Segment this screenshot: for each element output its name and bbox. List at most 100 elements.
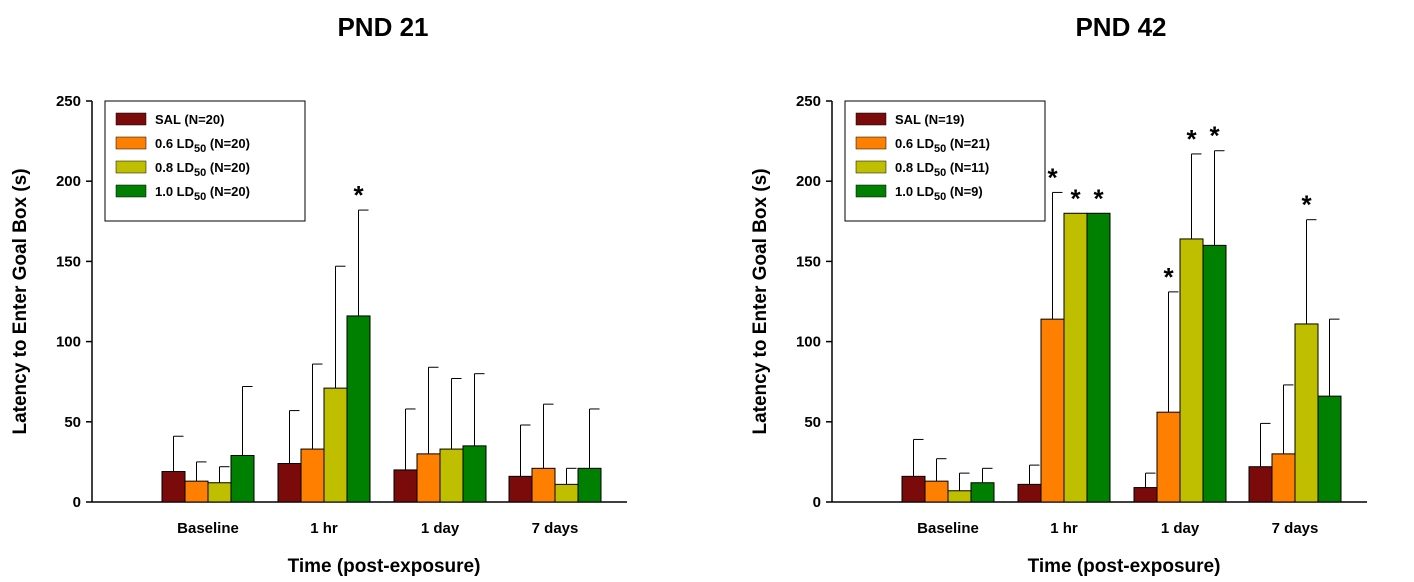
bar bbox=[1063, 212, 1088, 503]
significance-star: * bbox=[353, 180, 364, 210]
x-tick-label: 7 days bbox=[1272, 520, 1319, 537]
y-tick-label: 0 bbox=[73, 494, 81, 511]
legend-swatch bbox=[115, 136, 147, 150]
bar bbox=[1133, 487, 1158, 503]
bar bbox=[508, 475, 533, 503]
legend-label-main: SAL (N=20) bbox=[155, 112, 224, 127]
bar bbox=[901, 475, 926, 503]
bar bbox=[1086, 212, 1111, 503]
y-tick-label: 150 bbox=[796, 253, 821, 270]
legend-label-sub: 50 bbox=[934, 191, 946, 203]
significance-star: * bbox=[1209, 121, 1220, 151]
legend-label-sub: 50 bbox=[194, 167, 206, 179]
legend-label-tail: (N=11) bbox=[946, 160, 989, 175]
bar bbox=[531, 467, 556, 503]
x-tick-label: 7 days bbox=[532, 520, 579, 537]
y-tick-label: 100 bbox=[56, 334, 81, 351]
legend-label-sub: 50 bbox=[934, 167, 946, 179]
bar bbox=[1271, 453, 1296, 503]
bar bbox=[1294, 323, 1319, 503]
legend-label-tail: (N=20) bbox=[206, 184, 250, 199]
significance-star: * bbox=[1301, 190, 1312, 220]
bar bbox=[1017, 483, 1042, 503]
legend-label-main: 0.6 LD bbox=[895, 136, 934, 151]
bar bbox=[924, 480, 949, 503]
y-tick-label: 200 bbox=[796, 173, 821, 190]
bar bbox=[277, 463, 302, 503]
bar bbox=[393, 469, 418, 503]
y-tick-label: 250 bbox=[796, 93, 821, 110]
significance-star: * bbox=[1047, 162, 1058, 192]
x-tick-label: Baseline bbox=[917, 520, 979, 537]
legend-label-sub: 50 bbox=[194, 143, 206, 155]
bar bbox=[947, 490, 972, 503]
x-tick-label: 1 day bbox=[421, 520, 460, 537]
legend-entry: 1.0 LD50 (N=20) bbox=[155, 184, 250, 203]
x-axis-label: Time (post-exposure) bbox=[1028, 556, 1221, 577]
bar bbox=[1156, 411, 1181, 503]
legend-label-sub: 50 bbox=[194, 191, 206, 203]
legend-label-tail: (N=9) bbox=[946, 184, 982, 199]
chart-title: PND 21 bbox=[337, 12, 428, 42]
legend-entry: 0.6 LD50 (N=21) bbox=[895, 136, 990, 155]
bar bbox=[184, 480, 209, 503]
legend-label-main: SAL (N=19) bbox=[895, 112, 964, 127]
legend-swatch bbox=[855, 184, 887, 198]
legend-swatch bbox=[855, 112, 887, 126]
y-tick-label: 200 bbox=[56, 173, 81, 190]
significance-star: * bbox=[1093, 183, 1104, 213]
bar bbox=[161, 471, 186, 503]
bar bbox=[1202, 244, 1227, 503]
legend-entry: 0.6 LD50 (N=20) bbox=[155, 136, 250, 155]
bar bbox=[970, 482, 995, 503]
bar bbox=[207, 482, 232, 503]
legend-label-main: 0.6 LD bbox=[155, 136, 194, 151]
significance-star: * bbox=[1186, 124, 1197, 154]
x-tick-label: 1 day bbox=[1161, 520, 1200, 537]
legend-swatch bbox=[855, 160, 887, 174]
bar bbox=[323, 387, 348, 503]
y-tick-label: 100 bbox=[796, 334, 821, 351]
chart-panel-1: PND 21 0 50 100 150 200 250 Latency to Enter Go… bbox=[10, 12, 627, 577]
x-axis-label: Time (post-exposure) bbox=[288, 556, 481, 577]
bar bbox=[462, 445, 487, 503]
bar bbox=[1179, 238, 1204, 503]
legend-swatch bbox=[115, 160, 147, 174]
legend-label-sub: 50 bbox=[934, 143, 946, 155]
legend-swatch bbox=[115, 112, 147, 126]
legend-entry: 0.8 LD50 (N=11) bbox=[895, 160, 989, 179]
bar bbox=[230, 454, 255, 503]
x-tick-label: 1 hr bbox=[310, 520, 338, 537]
y-axis-label: Latency to Enter Goal Box (s) bbox=[750, 168, 771, 434]
chart-panel-2: PND 42 0 50 100 150 200 250 Latency to Enter Go… bbox=[750, 12, 1367, 577]
legend-entry: 0.8 LD50 (N=20) bbox=[155, 160, 250, 179]
y-tick-label: 0 bbox=[813, 494, 821, 511]
bar bbox=[416, 453, 441, 503]
legend-label-tail: (N=20) bbox=[206, 160, 250, 175]
legend-label-main: 1.0 LD bbox=[155, 184, 194, 199]
bar bbox=[1040, 318, 1065, 503]
chart-title: PND 42 bbox=[1075, 12, 1166, 42]
legend-label-main: 0.8 LD bbox=[895, 160, 934, 175]
significance-star: * bbox=[1070, 183, 1081, 213]
legend-label-main: 1.0 LD bbox=[895, 184, 934, 199]
bar bbox=[1317, 395, 1342, 503]
bar bbox=[554, 483, 579, 503]
y-tick-label: 50 bbox=[64, 414, 81, 431]
bar bbox=[300, 448, 325, 503]
legend-label-main: 0.8 LD bbox=[155, 160, 194, 175]
legend-swatch bbox=[855, 136, 887, 150]
legend-entry: SAL (N=19) bbox=[895, 112, 964, 127]
bar bbox=[346, 315, 371, 503]
significance-star: * bbox=[1163, 262, 1174, 292]
legend-label-tail: (N=21) bbox=[946, 136, 990, 151]
legend-swatch bbox=[115, 184, 147, 198]
bar bbox=[577, 467, 602, 503]
legend-label-tail: (N=20) bbox=[206, 136, 250, 151]
bar bbox=[439, 448, 464, 503]
y-tick-label: 150 bbox=[56, 253, 81, 270]
legend-entry: SAL (N=20) bbox=[155, 112, 224, 127]
y-axis-label: Latency to Enter Goal Box (s) bbox=[10, 168, 31, 434]
y-tick-label: 250 bbox=[56, 93, 81, 110]
